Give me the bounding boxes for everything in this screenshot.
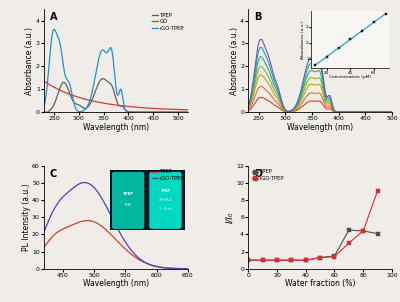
Text: B: B (254, 12, 261, 22)
X-axis label: Wavelength (nm): Wavelength (nm) (83, 279, 149, 288)
X-axis label: Wavelength (nm): Wavelength (nm) (83, 123, 149, 132)
Legend: TPEP, rGO-TPEP: TPEP, rGO-TPEP (151, 168, 185, 182)
Legend: TPEP, rGO-TPEP: TPEP, rGO-TPEP (251, 168, 285, 182)
Text: A: A (50, 12, 57, 22)
Text: D: D (254, 169, 262, 179)
Legend: TPEP, GO, rGO-TPEP: TPEP, GO, rGO-TPEP (151, 12, 185, 32)
Y-axis label: PL Intensity (a.u.): PL Intensity (a.u.) (22, 183, 30, 251)
Text: C: C (50, 169, 57, 179)
X-axis label: Water fraction (%): Water fraction (%) (285, 279, 355, 288)
Y-axis label: Absorbance (a.u.): Absorbance (a.u.) (26, 27, 34, 95)
Y-axis label: Absorbance (a.u.): Absorbance (a.u.) (230, 27, 239, 95)
X-axis label: Wavelength (nm): Wavelength (nm) (287, 123, 353, 132)
Y-axis label: I/I₀: I/I₀ (226, 212, 235, 223)
